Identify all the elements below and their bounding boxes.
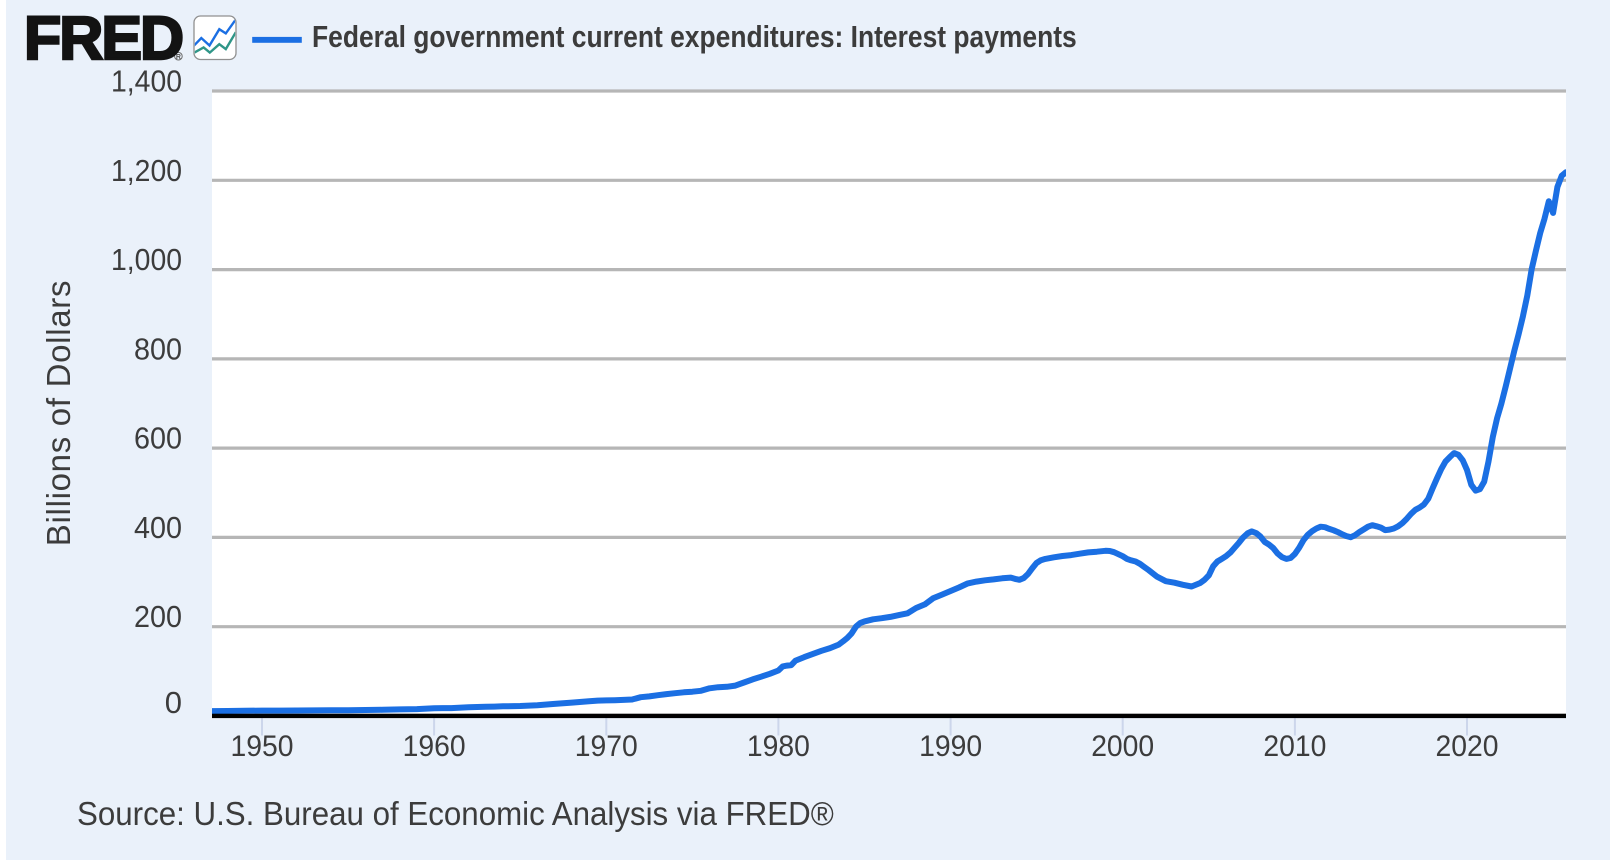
svg-text:800: 800 — [134, 331, 182, 366]
svg-text:0: 0 — [165, 685, 182, 720]
svg-text:1,200: 1,200 — [111, 153, 182, 188]
svg-text:600: 600 — [134, 421, 182, 456]
svg-text:R: R — [176, 54, 181, 61]
svg-text:400: 400 — [134, 510, 182, 545]
svg-text:1,400: 1,400 — [111, 64, 182, 99]
svg-text:1,000: 1,000 — [111, 242, 182, 277]
svg-text:1960: 1960 — [403, 730, 466, 763]
svg-text:2020: 2020 — [1436, 730, 1499, 763]
svg-text:200: 200 — [134, 599, 182, 634]
svg-text:1970: 1970 — [575, 730, 638, 763]
svg-text:1980: 1980 — [747, 730, 810, 763]
svg-text:2000: 2000 — [1091, 730, 1154, 763]
svg-text:1990: 1990 — [919, 730, 982, 763]
svg-text:1950: 1950 — [231, 730, 294, 763]
svg-text:2010: 2010 — [1263, 730, 1326, 763]
